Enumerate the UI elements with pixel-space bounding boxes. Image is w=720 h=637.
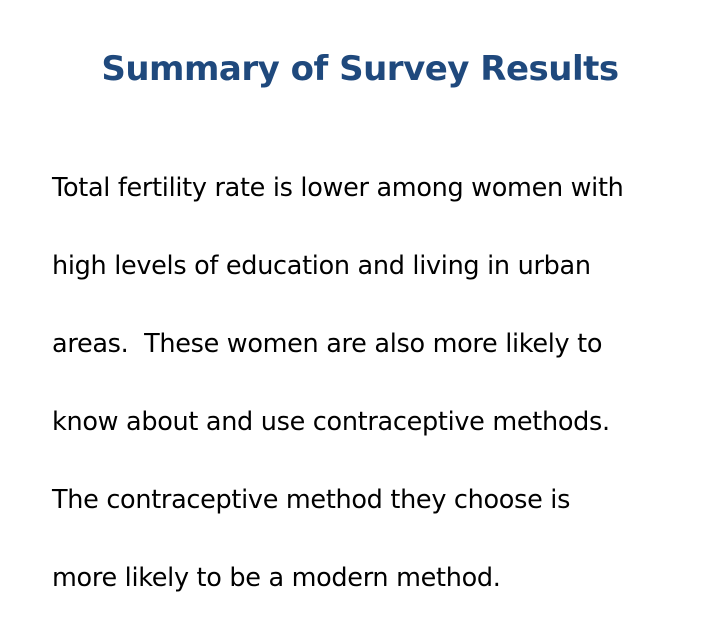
slide: Summary of Survey Results Total fertilit…	[52, 49, 624, 593]
body-line: more likely to be a modern method.	[52, 563, 501, 593]
body-line: The contraceptive method they choose is	[52, 485, 571, 515]
body-line: areas. These women are also more likely …	[52, 329, 603, 359]
body-line: know about and use contraceptive methods…	[52, 407, 610, 437]
body-line: Total fertility rate is lower among wome…	[52, 173, 624, 203]
slide-title: Summary of Survey Results	[101, 49, 619, 89]
body-line: high levels of education and living in u…	[52, 251, 591, 281]
slide-body-text: Total fertility rate is lower among wome…	[52, 130, 692, 637]
